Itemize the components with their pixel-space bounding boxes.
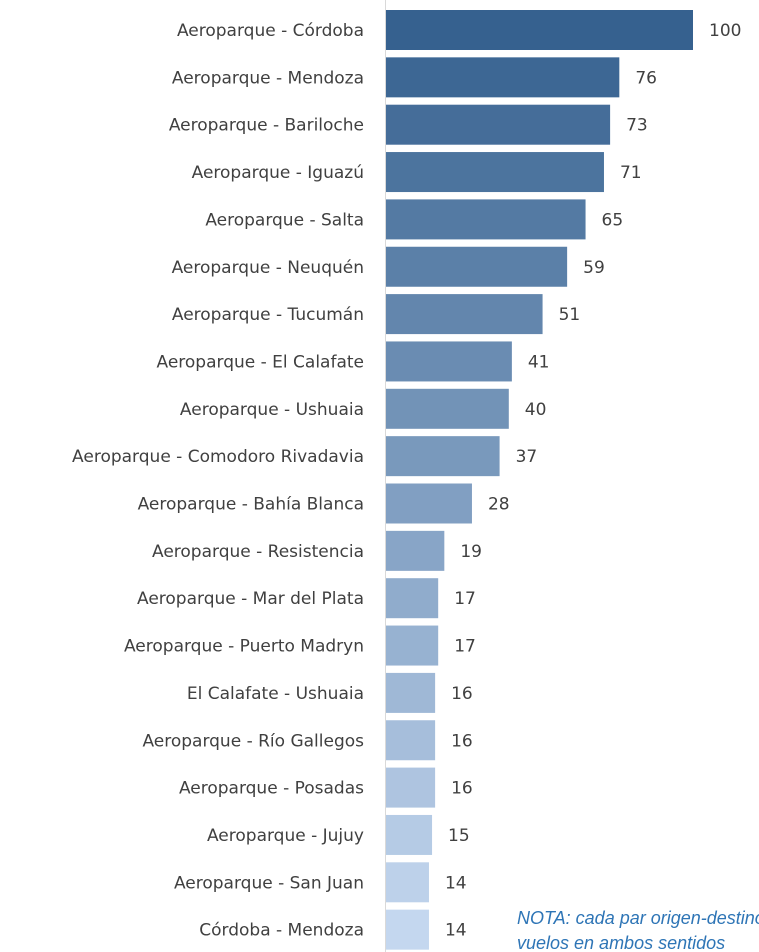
value-label: 40	[525, 400, 547, 420]
category-label: Aeroparque - Neuquén	[172, 258, 364, 278]
bars-layer	[386, 10, 693, 950]
value-label: 16	[451, 731, 473, 751]
value-label: 59	[583, 258, 605, 278]
category-label: Aeroparque - Comodoro Rivadavia	[72, 447, 364, 467]
bar-9	[386, 388, 509, 429]
chart-annotation: NOTA: cada par origen-destino incluye vue…	[517, 908, 759, 952]
category-label: Aeroparque - Río Gallegos	[142, 731, 364, 751]
value-label: 65	[602, 210, 624, 230]
category-label: Aeroparque - Bariloche	[169, 116, 364, 136]
category-label: Aeroparque - Ushuaia	[180, 400, 364, 420]
value-label: 71	[620, 163, 642, 183]
value-label: 28	[488, 495, 510, 515]
bar-7	[386, 294, 543, 335]
bar-1	[386, 10, 693, 50]
category-label: Aeroparque - Mendoza	[172, 68, 364, 88]
bar-5	[386, 199, 586, 240]
value-label: 76	[635, 68, 657, 88]
category-label: Aeroparque - Córdoba	[177, 21, 364, 41]
annotation-line-1: NOTA: cada par origen-destino incluye	[517, 908, 759, 928]
bar-18	[386, 814, 433, 855]
bar-8	[386, 341, 512, 382]
value-label: 14	[445, 873, 467, 893]
category-label: Aeroparque - Bahía Blanca	[138, 495, 364, 515]
bar-12	[386, 530, 445, 571]
category-label: Aeroparque - Jujuy	[207, 826, 364, 846]
bar-10	[386, 436, 500, 477]
category-label: Aeroparque - Tucumán	[172, 305, 364, 325]
category-label: Aeroparque - Resistencia	[152, 542, 364, 562]
category-label: Aeroparque - Iguazú	[192, 163, 364, 183]
annotation-line-2: vuelos en ambos sentidos	[517, 933, 725, 952]
category-label: Aeroparque - Posadas	[179, 779, 364, 799]
category-label: Córdoba - Mendoza	[199, 921, 364, 941]
value-label: 37	[516, 447, 538, 467]
value-label: 16	[451, 779, 473, 799]
value-label: 51	[559, 305, 581, 325]
value-label: 17	[454, 589, 476, 609]
bar-4	[386, 152, 604, 193]
bar-16	[386, 720, 436, 761]
bar-2	[386, 57, 620, 98]
bar-13	[386, 578, 439, 619]
category-label: El Calafate - Ushuaia	[187, 684, 364, 704]
value-label: 100	[709, 21, 741, 41]
value-label: 19	[460, 542, 482, 562]
value-label: 16	[451, 684, 473, 704]
category-label: Aeroparque - Mar del Plata	[137, 589, 364, 609]
bar-6	[386, 246, 568, 287]
bar-19	[386, 862, 429, 903]
category-label: Aeroparque - Puerto Madryn	[124, 637, 364, 657]
value-label: 17	[454, 637, 476, 657]
bar-20	[386, 909, 429, 950]
category-label: Aeroparque - El Calafate	[157, 352, 365, 372]
category-label: Aeroparque - Salta	[205, 210, 364, 230]
value-label: 41	[528, 352, 550, 372]
value-label: 14	[445, 921, 467, 941]
bar-15	[386, 672, 436, 713]
bar-11	[386, 483, 472, 524]
value-label: 15	[448, 826, 470, 846]
value-label: 73	[626, 116, 648, 136]
bar-3	[386, 104, 611, 145]
bar-17	[386, 767, 436, 808]
labels-layer: Aeroparque - Córdoba 100 Aeroparque - Mend…	[72, 21, 741, 941]
category-label: Aeroparque - San Juan	[174, 873, 364, 893]
bar-14	[386, 625, 439, 666]
